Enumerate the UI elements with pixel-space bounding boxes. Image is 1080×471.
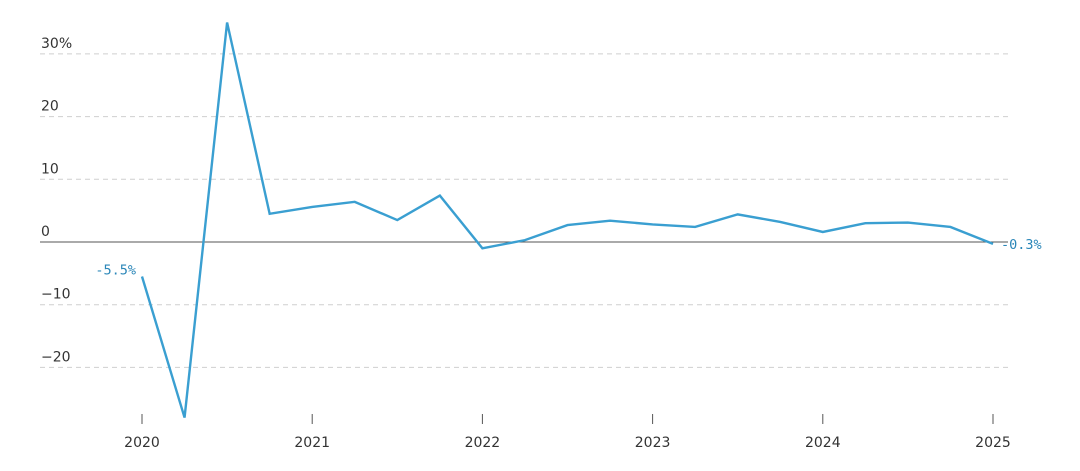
value-annotation: -0.3% bbox=[1001, 237, 1042, 253]
x-tick-label: 2020 bbox=[124, 435, 160, 451]
y-axis-tick-labels: 30% 20 10 0 −10 −20 bbox=[41, 36, 72, 365]
y-tick-label: −20 bbox=[41, 349, 71, 365]
annotations: -5.5% -0.3% bbox=[95, 237, 1041, 279]
series-lines bbox=[140, 22, 994, 418]
series-line bbox=[140, 22, 994, 418]
x-tick-label: 2025 bbox=[975, 435, 1011, 451]
gridlines bbox=[40, 53, 1008, 368]
x-tick-label: 2024 bbox=[805, 435, 841, 451]
y-tick-label: 30% bbox=[41, 36, 72, 52]
y-tick-label: 0 bbox=[41, 224, 50, 240]
x-axis: 2020 2021 2022 2023 2024 2025 bbox=[124, 414, 1011, 451]
y-tick-label: 20 bbox=[41, 99, 59, 115]
x-tick-label: 2021 bbox=[294, 435, 330, 451]
y-tick-label: −10 bbox=[41, 287, 71, 303]
x-tick-label: 2022 bbox=[465, 435, 501, 451]
x-tick-label: 2023 bbox=[635, 435, 671, 451]
value-annotation: -5.5% bbox=[95, 262, 136, 278]
y-tick-label: 10 bbox=[41, 161, 59, 177]
